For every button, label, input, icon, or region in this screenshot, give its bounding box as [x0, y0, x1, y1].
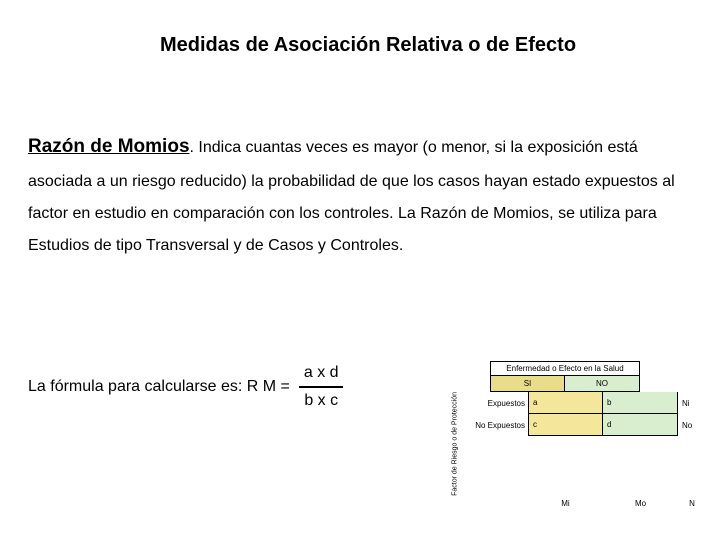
row-label-exposed: Expuestos: [462, 392, 528, 414]
vertical-axis-label: Factor de Riesgo o de Protección: [448, 392, 462, 496]
subheading: Razón de Momios: [28, 136, 190, 157]
col-margin-mo: Mo: [603, 496, 678, 508]
table-row: c d: [528, 414, 678, 436]
table-header-row: SI NO: [490, 376, 702, 392]
row-labels: Expuestos No Expuestos: [462, 392, 528, 496]
grand-total: N: [678, 496, 702, 508]
col-margin-mi: Mi: [528, 496, 603, 508]
row-margins: Ni No: [678, 392, 702, 496]
cell-a: a: [528, 392, 603, 414]
cell-d: d: [603, 414, 678, 436]
fraction: a x d b x c: [298, 362, 345, 412]
formula-label: La fórmula para calcularse es: R M =: [28, 378, 290, 396]
table-row: a b: [528, 392, 678, 414]
row-label-notexposed: No Expuestos: [462, 414, 528, 436]
numerator: a x d: [298, 362, 345, 386]
formula-row: La fórmula para calcularse es: R M = a x…: [28, 362, 345, 412]
denominator: b x c: [298, 388, 344, 412]
col-margins: Mi Mo N: [528, 496, 702, 508]
cell-c: c: [528, 414, 603, 436]
page-title: Medidas de Asociación Relativa o de Efec…: [160, 34, 576, 57]
row-margin-ni: Ni: [678, 392, 702, 414]
table-body: Factor de Riesgo o de Protección Expuest…: [448, 392, 702, 496]
col-header-no: NO: [565, 376, 640, 392]
data-grid: a b c d: [528, 392, 678, 496]
body-paragraph: Razón de Momios. Indica cuantas veces es…: [28, 128, 680, 262]
col-header-si: SI: [490, 376, 565, 392]
table-caption: Enfermedad o Efecto en la Salud: [490, 361, 640, 376]
row-margin-no: No: [678, 414, 702, 436]
cell-b: b: [603, 392, 678, 414]
contingency-table: Enfermedad o Efecto en la Salud SI NO Fa…: [448, 361, 702, 508]
